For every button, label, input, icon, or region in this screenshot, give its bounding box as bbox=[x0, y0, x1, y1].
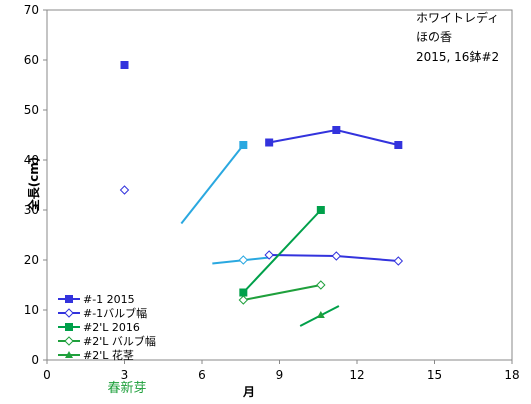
x-tick-label: 12 bbox=[349, 368, 364, 382]
y-tick-labels: 0 10 20 30 40 50 60 70 bbox=[24, 3, 39, 367]
y-axis-label: 全長(cm) bbox=[26, 157, 41, 213]
y-tick-label: 20 bbox=[24, 253, 39, 267]
data-point bbox=[394, 141, 403, 149]
x-note-label: 春新芽 bbox=[107, 380, 146, 396]
axes bbox=[43, 9, 513, 364]
annotation-variety: ホワイトレディ bbox=[416, 10, 499, 25]
x-tick-label: 3 bbox=[121, 368, 129, 382]
legend-label: #2'L バルブ幅 bbox=[83, 334, 156, 348]
annotation-year: 2015, 16鉢#2 bbox=[416, 50, 499, 64]
data-point bbox=[264, 250, 274, 260]
x-tick-label: 15 bbox=[427, 368, 442, 382]
legend-marker bbox=[65, 351, 73, 358]
data-point bbox=[316, 311, 325, 318]
annotation-name: ほの香 bbox=[416, 30, 452, 44]
y-tick-label: 0 bbox=[31, 353, 39, 367]
y-tick-label: 70 bbox=[24, 3, 39, 17]
trend-line bbox=[180, 144, 245, 225]
data-point bbox=[265, 138, 274, 147]
x-tick-label: 6 bbox=[198, 368, 206, 382]
data-point bbox=[119, 185, 130, 195]
trend-lines bbox=[180, 144, 340, 327]
legend-label: #2'L 花茎 bbox=[83, 349, 134, 362]
x-tick-labels: 0 3 6 9 12 15 18 bbox=[43, 368, 519, 382]
y-tick-label: 40 bbox=[24, 153, 39, 167]
data-point bbox=[239, 141, 248, 149]
legend-marker bbox=[64, 336, 74, 346]
x-tick-label: 0 bbox=[43, 368, 51, 382]
series-line bbox=[243, 284, 322, 301]
data-point bbox=[120, 61, 129, 69]
y-tick-label: 50 bbox=[24, 103, 39, 117]
legend-marker bbox=[65, 323, 73, 331]
y-tick-label: 10 bbox=[24, 303, 39, 317]
legend-label: #-1バルブ幅 bbox=[83, 306, 147, 320]
series-group bbox=[119, 61, 404, 318]
data-point bbox=[331, 251, 342, 261]
data-point bbox=[316, 206, 325, 214]
data-point bbox=[238, 295, 249, 305]
data-point bbox=[239, 288, 248, 297]
y-tick-label: 60 bbox=[24, 53, 39, 67]
data-point bbox=[316, 280, 326, 290]
legend: #-1 2015#-1バルブ幅#2'L 2016#2'L バルブ幅#2'L 花茎 bbox=[58, 293, 156, 362]
data-point bbox=[393, 256, 404, 266]
legend-marker bbox=[65, 295, 73, 303]
legend-label: #2'L 2016 bbox=[83, 321, 140, 334]
x-axis-label: 月 bbox=[242, 385, 255, 399]
x-tick-label: 9 bbox=[276, 368, 284, 382]
legend-marker bbox=[64, 308, 74, 318]
data-point bbox=[238, 255, 249, 265]
x-tick-label: 18 bbox=[504, 368, 519, 382]
data-point bbox=[332, 126, 341, 134]
series-line bbox=[242, 209, 322, 294]
y-tick-label: 30 bbox=[24, 203, 39, 217]
legend-label: #-1 2015 bbox=[83, 293, 135, 306]
